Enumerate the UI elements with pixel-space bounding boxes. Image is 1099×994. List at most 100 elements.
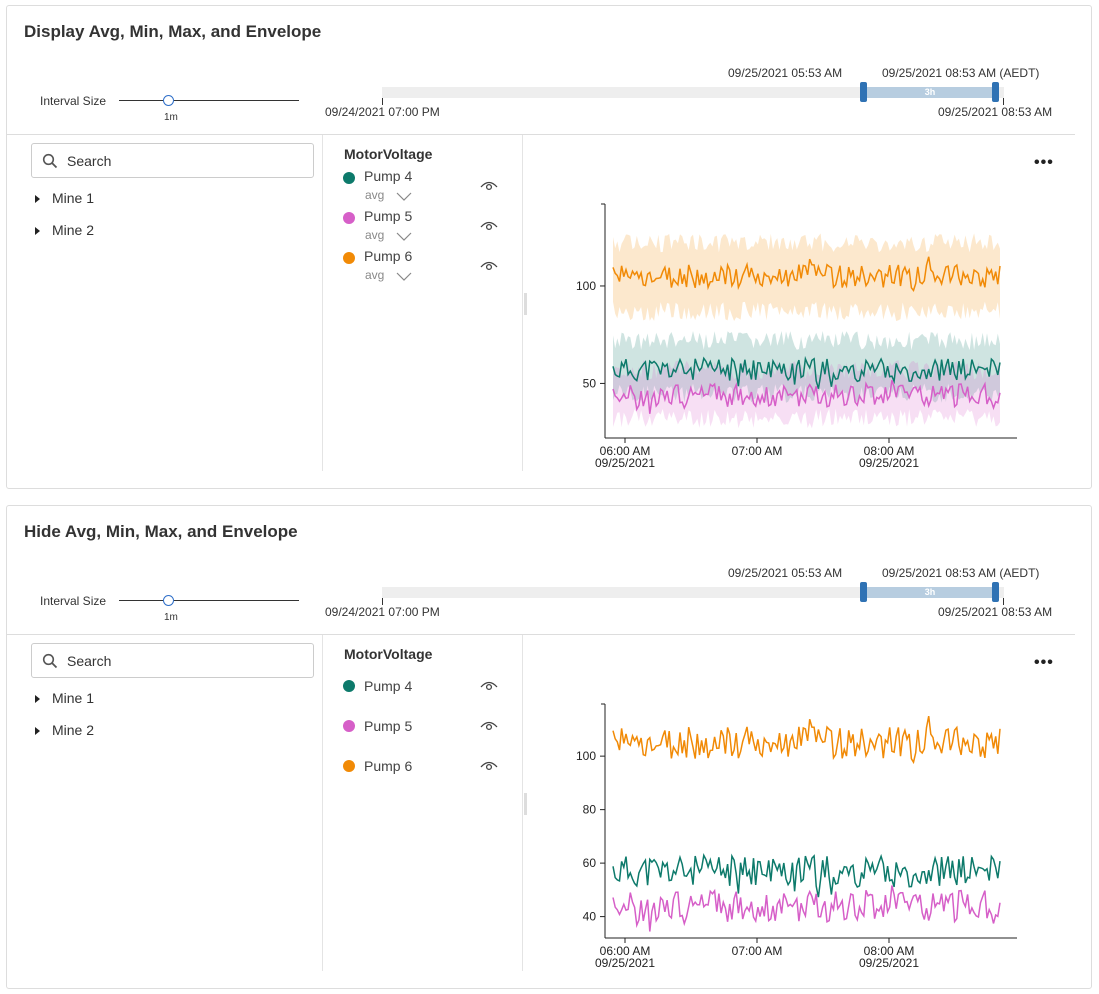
- more-options-button[interactable]: •••: [1034, 654, 1054, 671]
- selection-end-label: 09/25/2021 08:53 AM (AEDT): [882, 566, 1040, 580]
- range-end-label: 09/25/2021 08:53 AM: [938, 105, 1053, 119]
- legend-color-dot: [343, 172, 355, 184]
- selection-end-label: 09/25/2021 08:53 AM (AEDT): [882, 66, 1040, 80]
- timeline-brush-track[interactable]: [382, 87, 1004, 98]
- search-icon: [42, 653, 58, 669]
- legend-title: MotorVoltage: [344, 146, 433, 162]
- x-tick-label: 08:00 AM: [864, 944, 915, 958]
- more-options-button[interactable]: •••: [1034, 154, 1054, 171]
- tree-item-label: Mine 1: [52, 690, 95, 706]
- eye-icon[interactable]: [480, 760, 498, 772]
- legend-item-pump-5[interactable]: Pump 5: [364, 718, 413, 734]
- brush-tick-start: [382, 98, 383, 105]
- divider: [7, 134, 1075, 135]
- brush-handle-left[interactable]: [860, 582, 867, 602]
- interval-size-label: Interval Size: [40, 594, 107, 608]
- series-line-pump-4: [612, 853, 1001, 898]
- divider: [322, 635, 323, 971]
- y-tick-label: 80: [583, 803, 597, 817]
- interval-slider-value: 1m: [164, 612, 178, 623]
- tree-item-mine-2[interactable]: Mine 2: [35, 722, 94, 738]
- legend-item-pump-5[interactable]: Pump 5: [364, 208, 413, 224]
- caret-right-icon[interactable]: [35, 227, 40, 236]
- divider: [522, 635, 523, 971]
- brush-tick-end: [1003, 598, 1004, 605]
- brush-handle-right[interactable]: [992, 582, 999, 602]
- series-line-pump-4: [612, 355, 1001, 389]
- selection-start-label: 09/25/2021 05:53 AM: [728, 66, 843, 80]
- range-end-label: 09/25/2021 08:53 AM: [938, 605, 1053, 619]
- resize-handle[interactable]: [524, 793, 527, 815]
- tree-item-label: Mine 2: [52, 222, 95, 238]
- search-placeholder: Search: [67, 153, 112, 169]
- aggregate-select[interactable]: avg: [365, 268, 385, 282]
- x-tick-label: 06:00 AM: [600, 444, 651, 458]
- interval-slider-track[interactable]: [119, 600, 299, 601]
- x-tick-label: 07:00 AM: [732, 444, 783, 458]
- y-tick-label: 60: [583, 856, 597, 870]
- tree-item-mine-1[interactable]: Mine 1: [35, 690, 94, 706]
- range-start-label: 09/24/2021 07:00 PM: [325, 605, 440, 619]
- brush-handle-left[interactable]: [860, 82, 867, 102]
- eye-icon[interactable]: [480, 260, 498, 272]
- legend-item-pump-4[interactable]: Pump 4: [364, 678, 413, 694]
- search-placeholder: Search: [67, 653, 112, 669]
- timeline-brush-track[interactable]: [382, 587, 1004, 598]
- caret-right-icon[interactable]: [35, 727, 40, 736]
- aggregate-select[interactable]: avg: [365, 188, 385, 202]
- eye-icon[interactable]: [480, 180, 498, 192]
- x-tick-date-label: 09/25/2021: [595, 956, 655, 970]
- interval-slider-thumb[interactable]: [163, 595, 174, 606]
- brush-handle-right[interactable]: [992, 82, 999, 102]
- divider: [7, 634, 1075, 635]
- panel-hide-envelope: Hide Avg, Min, Max, and Envelope Interva…: [6, 505, 1092, 989]
- panel-title: Display Avg, Min, Max, and Envelope: [24, 22, 322, 41]
- timeline-brush-selection[interactable]: 3h: [864, 587, 996, 598]
- brush-tick-end: [1003, 98, 1004, 105]
- legend-item-pump-6[interactable]: Pump 6: [364, 248, 413, 264]
- divider: [522, 135, 523, 471]
- tree-item-label: Mine 1: [52, 190, 95, 206]
- panel-title: Hide Avg, Min, Max, and Envelope: [24, 522, 298, 541]
- tree-item-mine-2[interactable]: Mine 2: [35, 222, 94, 238]
- chevron-down-icon[interactable]: [396, 232, 412, 242]
- timeline-brush-selection[interactable]: 3h: [864, 87, 996, 98]
- interval-slider-track[interactable]: [119, 100, 299, 101]
- legend-color-dot: [343, 680, 355, 692]
- series-line-pump-6: [612, 256, 1001, 292]
- tree-item-label: Mine 2: [52, 722, 95, 738]
- search-input[interactable]: Search: [31, 143, 314, 178]
- aggregate-select[interactable]: avg: [365, 228, 385, 242]
- y-tick-label: 50: [583, 376, 597, 390]
- series-line-pump-6: [612, 715, 1001, 765]
- y-tick-label: 100: [576, 749, 596, 763]
- interval-size-label: Interval Size: [40, 94, 107, 108]
- y-tick-label: 100: [576, 279, 596, 293]
- interval-slider-thumb[interactable]: [163, 95, 174, 106]
- divider: [322, 135, 323, 471]
- legend-item-pump-6[interactable]: Pump 6: [364, 758, 413, 774]
- caret-right-icon[interactable]: [35, 195, 40, 204]
- x-tick-label: 07:00 AM: [732, 944, 783, 958]
- eye-icon[interactable]: [480, 720, 498, 732]
- eye-icon[interactable]: [480, 680, 498, 692]
- resize-handle[interactable]: [524, 293, 527, 315]
- series-line-pump-5: [612, 379, 1001, 414]
- legend-title: MotorVoltage: [344, 646, 433, 662]
- tree-item-mine-1[interactable]: Mine 1: [35, 190, 94, 206]
- chevron-down-icon[interactable]: [396, 192, 412, 202]
- brush-tick-start: [382, 598, 383, 605]
- legend-item-pump-4[interactable]: Pump 4: [364, 168, 413, 184]
- x-tick-label: 06:00 AM: [600, 944, 651, 958]
- selection-start-label: 09/25/2021 05:53 AM: [728, 566, 843, 580]
- caret-right-icon[interactable]: [35, 695, 40, 704]
- chevron-down-icon[interactable]: [396, 272, 412, 282]
- legend-color-dot: [343, 212, 355, 224]
- y-tick-label: 40: [583, 910, 597, 924]
- eye-icon[interactable]: [480, 220, 498, 232]
- search-input[interactable]: Search: [31, 643, 314, 678]
